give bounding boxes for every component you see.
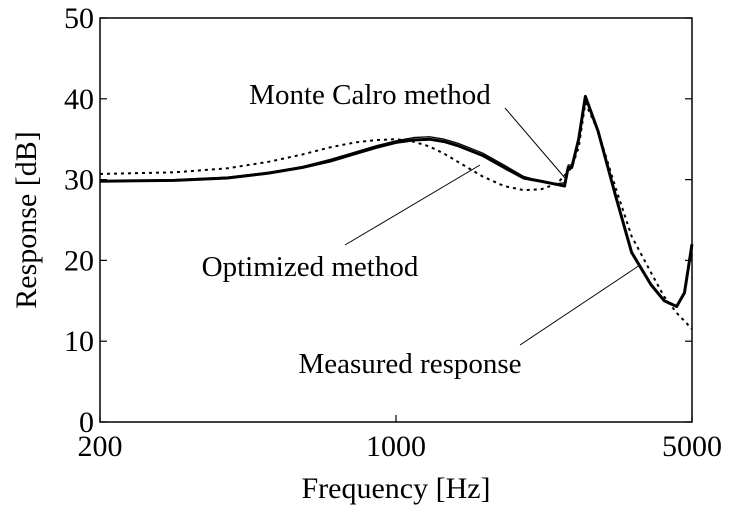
y-axis-label: Response [dB]	[10, 131, 43, 308]
y-tick-label: 30	[64, 164, 94, 197]
leader-line	[504, 107, 566, 179]
x-tick-label: 1000	[366, 430, 426, 463]
y-tick-label: 0	[79, 406, 94, 439]
x-axis-label: Frequency [Hz]	[301, 472, 490, 505]
leader-line	[519, 264, 641, 346]
series-line	[99, 101, 693, 330]
legend-label: Measured response	[298, 348, 521, 380]
y-tick-label: 10	[64, 325, 94, 358]
legend-label: Monte Calro method	[249, 79, 491, 111]
leader-line	[344, 164, 481, 246]
series-line	[99, 95, 693, 308]
y-tick-label: 20	[64, 244, 94, 277]
y-tick-label: 40	[64, 83, 94, 116]
x-tick-label: 200	[78, 430, 123, 463]
legend-label: Optimized method	[202, 251, 419, 283]
y-tick-label: 50	[64, 2, 94, 35]
x-tick-label: 5000	[662, 430, 722, 463]
